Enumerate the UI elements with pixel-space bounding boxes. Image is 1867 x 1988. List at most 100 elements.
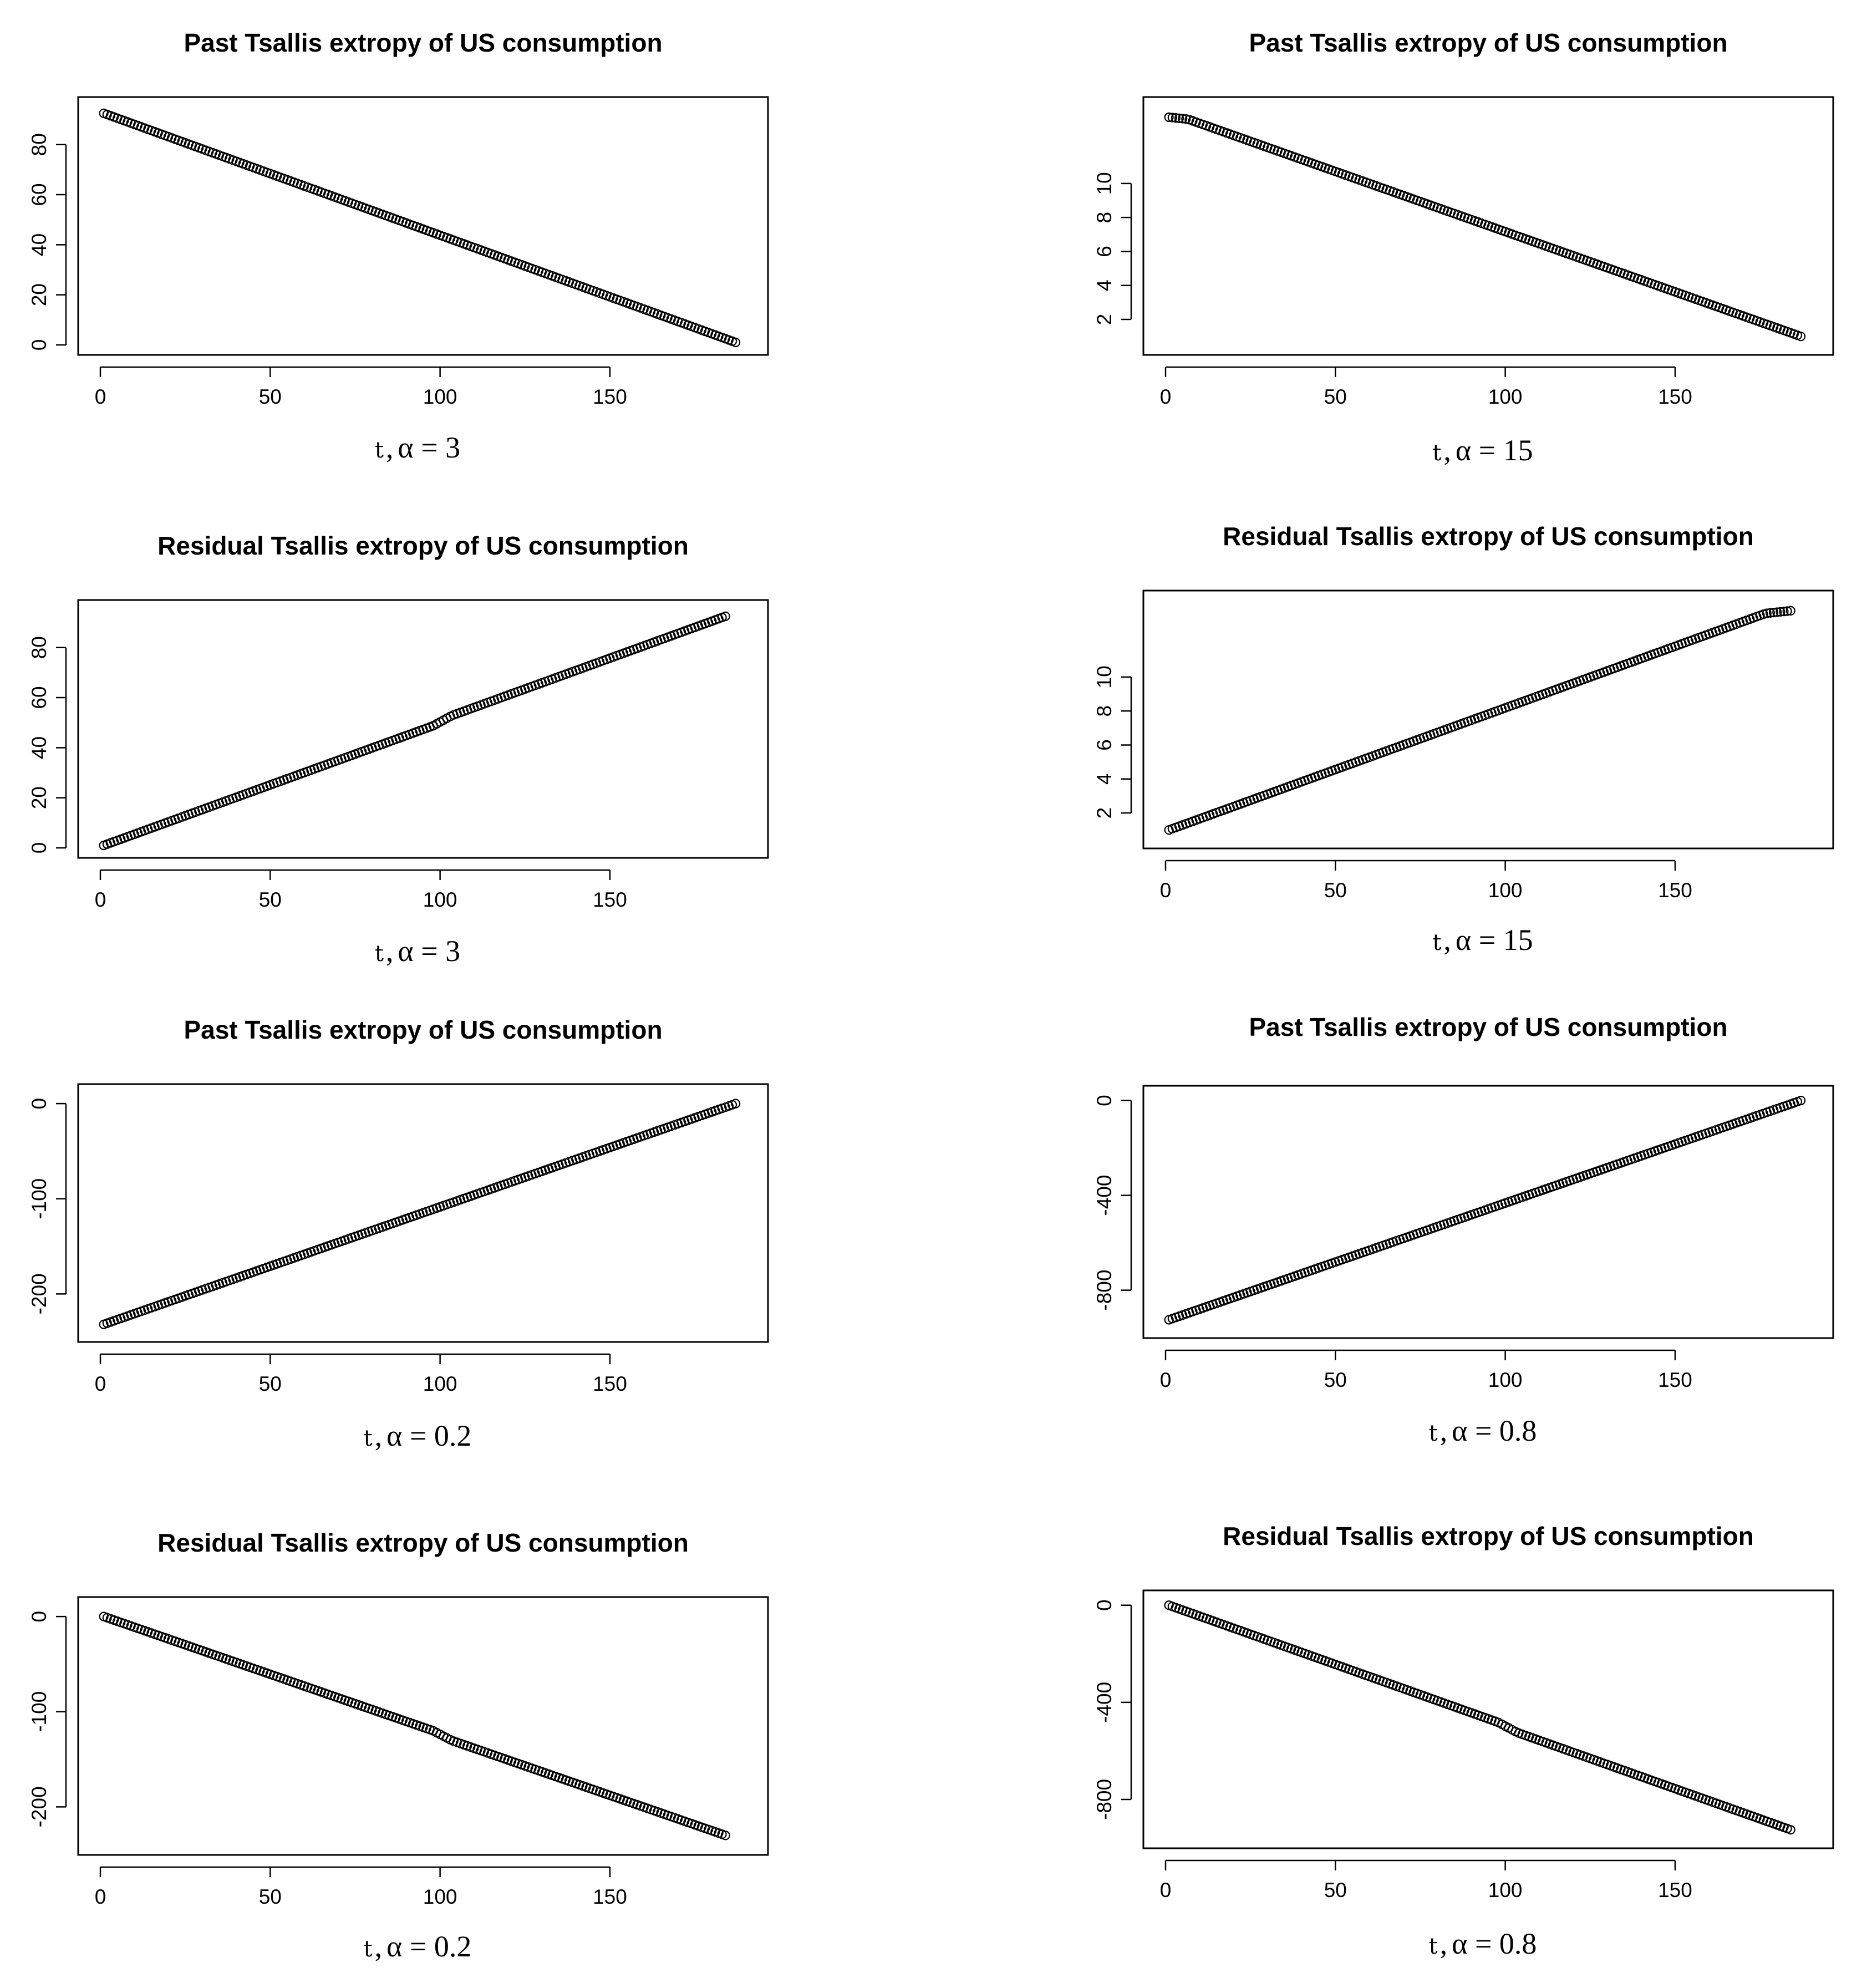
y-tick-label: 2 (1093, 314, 1116, 326)
x-label-sep: , (1443, 923, 1451, 957)
x-tick-label: 0 (1160, 879, 1172, 902)
panel-title: Residual Tsallis extropy of US consumpti… (1223, 1522, 1754, 1550)
plot-frame (77, 599, 769, 859)
panel-title: Past Tsallis extropy of US consumption (184, 1015, 662, 1044)
panel-title: Past Tsallis extropy of US consumption (184, 28, 662, 57)
x-tick-label: 0 (95, 1885, 106, 1908)
x-tick-label: 50 (1324, 385, 1347, 408)
x-tick-label: 50 (259, 1372, 282, 1395)
x-label-sep: , (1440, 1927, 1448, 1960)
x-tick-label: 150 (1658, 879, 1692, 902)
x-tick-label: 50 (259, 888, 282, 911)
y-tick-label: 0 (1093, 1599, 1116, 1611)
data-point (1765, 608, 1776, 618)
plot-frame (77, 1083, 769, 1343)
x-tick-label: 150 (593, 1372, 627, 1395)
panel-p4: Residual Tsallis extropy of US consumpti… (1093, 522, 1834, 957)
x-tick-label: 0 (95, 385, 106, 408)
x-label-t: t (1429, 1421, 1438, 1446)
y-tick-label: 8 (1093, 212, 1116, 223)
plot-frame (1142, 1589, 1834, 1849)
panel-p1: Past Tsallis extropy of US consumption 0 5… (28, 28, 769, 464)
y-tick-label: 0 (28, 339, 50, 351)
x-label-alpha: α = 15 (1456, 923, 1533, 957)
y-tick-label: -200 (28, 1786, 50, 1827)
x-tick-label: 150 (1658, 1369, 1692, 1391)
x-tick-label: 0 (95, 1372, 106, 1395)
y-tick-label: 80 (28, 636, 50, 659)
x-tick-label: 100 (423, 385, 457, 408)
panel-title: Past Tsallis extropy of US consumption (1249, 1013, 1727, 1041)
data-points (1164, 1600, 1795, 1835)
data-points (99, 108, 741, 348)
data-point (1776, 607, 1785, 617)
x-label-t: t (1429, 1934, 1438, 1959)
data-point (1782, 606, 1792, 616)
data-point (1796, 1095, 1806, 1106)
x-tick-label: 100 (1488, 385, 1523, 408)
x-tick-label: 100 (423, 888, 457, 911)
y-tick-label: -800 (1093, 1779, 1116, 1820)
data-points (1164, 112, 1806, 342)
x-label-sep: , (1440, 1414, 1448, 1447)
y-tick-label: 60 (28, 183, 50, 206)
x-tick-label: 50 (259, 385, 282, 408)
x-tick-label: 50 (259, 1885, 282, 1908)
data-point (731, 337, 741, 348)
x-tick-label: 150 (593, 888, 627, 911)
data-point (1796, 332, 1806, 342)
panel-p6: Past Tsallis extropy of US consumption 0 5… (1093, 1013, 1834, 1447)
panel-p8: Residual Tsallis extropy of US consumpti… (1093, 1522, 1834, 1960)
x-tick-label: 100 (423, 1372, 457, 1395)
data-points (99, 1099, 741, 1329)
data-points (1164, 1095, 1806, 1325)
x-tick-label: 50 (1324, 1369, 1347, 1391)
data-point (1181, 114, 1191, 124)
panel-p3: Residual Tsallis extropy of US consumpti… (28, 531, 769, 968)
y-tick-label: 6 (1093, 246, 1116, 257)
y-tick-label: 4 (1093, 279, 1116, 291)
y-tick-label: 0 (28, 842, 50, 854)
x-axis-label: t, α = 0.8 (1429, 1414, 1537, 1447)
plot-frame (1142, 589, 1834, 850)
x-label-alpha: α = 0.2 (386, 1930, 471, 1963)
x-tick-label: 100 (1488, 1369, 1523, 1391)
y-tick-label: 10 (1093, 172, 1116, 195)
data-point (720, 611, 730, 621)
data-point (1769, 608, 1779, 618)
x-label-alpha: α = 0.2 (386, 1419, 471, 1452)
x-label-t: t (364, 1936, 373, 1962)
data-point (1167, 113, 1177, 123)
y-tick-label: 20 (28, 283, 50, 306)
x-axis-label: t, α = 3 (375, 934, 460, 968)
y-tick-label: -100 (28, 1691, 50, 1732)
x-axis-label: t, α = 15 (1432, 923, 1533, 957)
x-tick-label: 150 (593, 1885, 627, 1908)
x-label-alpha: α = 0.8 (1452, 1927, 1537, 1960)
panel-p7: Residual Tsallis extropy of US consumpti… (28, 1528, 769, 1963)
data-point (1762, 608, 1772, 618)
panel-title: Residual Tsallis extropy of US consumpti… (1223, 522, 1754, 551)
y-tick-label: 20 (28, 786, 50, 809)
data-point (1772, 607, 1782, 617)
x-tick-label: 0 (95, 888, 106, 911)
y-tick-label: -400 (1093, 1175, 1116, 1216)
x-tick-label: 100 (1488, 879, 1523, 902)
y-tick-label: -100 (28, 1178, 50, 1219)
panel-p2: Past Tsallis extropy of US consumption 0 5… (1093, 28, 1834, 467)
y-tick-label: -200 (28, 1273, 50, 1314)
panel-title: Past Tsallis extropy of US consumption (1249, 28, 1727, 57)
y-tick-label: 60 (28, 686, 50, 709)
y-tick-label: 4 (1093, 773, 1116, 785)
data-points (99, 611, 730, 851)
y-tick-label: 0 (28, 1611, 50, 1623)
panel-title: Residual Tsallis extropy of US consumpti… (157, 1528, 689, 1557)
panel-title: Residual Tsallis extropy of US consumpti… (157, 531, 689, 560)
plot-frame (77, 1596, 769, 1856)
x-label-t: t (375, 438, 384, 463)
x-tick-label: 100 (423, 1885, 457, 1908)
data-point (1164, 112, 1174, 122)
y-tick-label: 2 (1093, 807, 1116, 819)
x-axis-label: t, α = 0.2 (364, 1419, 472, 1452)
